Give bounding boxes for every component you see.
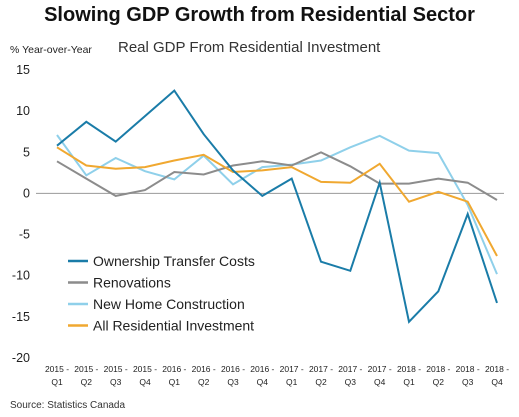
- x-tick-year: 2018 -: [456, 364, 480, 374]
- legend-label-all-residential-investment: All Residential Investment: [93, 318, 254, 334]
- chart-subtitle: Real GDP From Residential Investment: [118, 39, 381, 56]
- x-tick-quarter: Q2: [198, 377, 210, 387]
- x-tick-year: 2016 -: [221, 364, 245, 374]
- x-tick-year: 2015 -: [74, 364, 98, 374]
- source-note: Source: Statistics Canada: [10, 400, 126, 411]
- series-line-all-residential-investment: [56, 146, 498, 257]
- y-tick-label: -5: [19, 228, 30, 242]
- x-tick-quarter: Q1: [286, 377, 298, 387]
- legend-label-new-home-construction: New Home Construction: [93, 296, 245, 312]
- series-line-ownership-transfer-costs: [56, 89, 498, 324]
- y-tick-label: 5: [23, 145, 30, 159]
- y-axis-unit-label: % Year-over-Year: [10, 44, 92, 56]
- x-tick-year: 2016 -: [162, 364, 186, 374]
- x-tick-year: 2015 -: [104, 364, 128, 374]
- y-tick-label: 10: [16, 104, 30, 118]
- series-line-new-home-construction: [56, 134, 498, 275]
- x-tick-year: 2018 -: [426, 364, 450, 374]
- x-tick-year: 2015 -: [133, 364, 157, 374]
- y-tick-label: -10: [12, 269, 30, 283]
- series-line-renovations: [56, 151, 498, 201]
- x-tick-quarter: Q2: [433, 377, 445, 387]
- x-tick-year: 2017 -: [338, 364, 362, 374]
- x-tick-year: 2015 -: [45, 364, 69, 374]
- x-tick-quarter: Q2: [315, 377, 327, 387]
- x-tick-quarter: Q3: [227, 377, 239, 387]
- x-tick-year: 2017 -: [309, 364, 333, 374]
- x-tick-year: 2016 -: [250, 364, 274, 374]
- x-tick-year: 2017 -: [368, 364, 392, 374]
- x-tick-quarter: Q4: [374, 377, 386, 387]
- x-tick-quarter: Q4: [139, 377, 151, 387]
- x-tick-quarter: Q1: [169, 377, 181, 387]
- x-tick-quarter: Q4: [491, 377, 503, 387]
- x-tick-quarter: Q2: [81, 377, 93, 387]
- x-tick-quarter: Q3: [462, 377, 474, 387]
- x-tick-year: 2018 -: [397, 364, 421, 374]
- x-tick-year: 2017 -: [280, 364, 304, 374]
- y-tick-label: 0: [23, 186, 30, 200]
- chart-title: Slowing GDP Growth from Residential Sect…: [44, 4, 475, 26]
- x-tick-year: 2018 -: [485, 364, 509, 374]
- legend-label-ownership-transfer-costs: Ownership Transfer Costs: [93, 253, 255, 269]
- x-tick-quarter: Q3: [110, 377, 122, 387]
- y-tick-label: -15: [12, 310, 30, 324]
- y-tick-label: -20: [12, 351, 30, 365]
- x-tick-quarter: Q1: [51, 377, 63, 387]
- x-tick-quarter: Q3: [345, 377, 357, 387]
- legend-label-renovations: Renovations: [93, 275, 171, 291]
- x-tick-year: 2016 -: [192, 364, 216, 374]
- y-tick-label: 15: [16, 63, 30, 77]
- x-tick-quarter: Q1: [403, 377, 415, 387]
- x-tick-quarter: Q4: [257, 377, 269, 387]
